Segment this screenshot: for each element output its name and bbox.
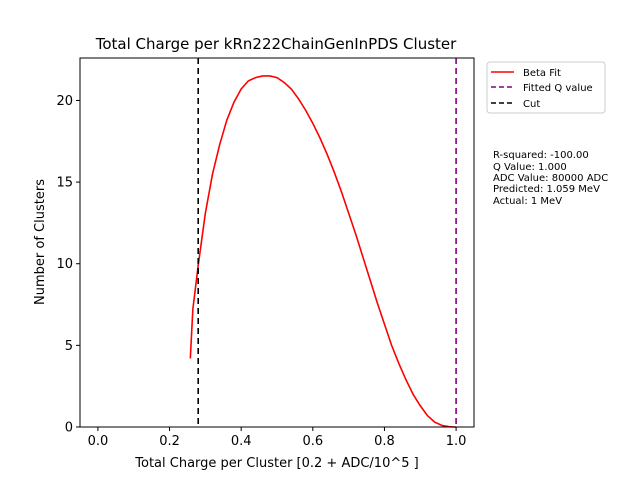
info-r-squared: R-squared: -100.00 (493, 150, 589, 161)
legend-box (486, 61, 606, 114)
plot-area (189, 58, 457, 428)
y-tick-label: 15 (56, 176, 73, 191)
x-tick-label: 0.4 (231, 434, 252, 449)
x-tick-label: 0.0 (88, 434, 109, 449)
y-axis-title: Number of Clusters (33, 179, 48, 305)
legend: Beta Fit Fitted Q value Cut (486, 61, 606, 114)
plot-frame (79, 57, 475, 428)
x-tick-label: 0.8 (374, 434, 395, 449)
info-adc-value: ADC Value: 80000 ADC (493, 173, 608, 184)
x-axis-title: Total Charge per Cluster [0.2 + ADC/10^5… (134, 456, 418, 471)
x-tick-label: 1.0 (446, 434, 467, 449)
series-line-0 (189, 75, 457, 428)
legend-label-cut: Cut (523, 99, 540, 110)
x-tick-label: 0.2 (159, 434, 180, 449)
x-tick-label: 0.6 (302, 434, 323, 449)
legend-label-fitted-q: Fitted Q value (523, 83, 593, 94)
y-axis: 0 5 10 15 20 (56, 94, 80, 436)
y-tick-label: 5 (65, 339, 73, 354)
y-tick-label: 10 (56, 257, 73, 272)
y-tick-label: 20 (56, 94, 73, 109)
info-q-value: Q Value: 1.000 (493, 162, 567, 173)
info-predicted: Predicted: 1.059 MeV (493, 184, 600, 195)
chart-title: Total Charge per kRn222ChainGenInPDS Clu… (95, 35, 457, 53)
info-actual: Actual: 1 MeV (493, 196, 562, 207)
x-axis: 0.0 0.2 0.4 0.6 0.8 1.0 (88, 427, 467, 449)
info-box: R-squared: -100.00 Q Value: 1.000 ADC Va… (493, 150, 608, 207)
y-tick-label: 0 (65, 421, 73, 436)
legend-label-beta-fit: Beta Fit (523, 68, 561, 79)
